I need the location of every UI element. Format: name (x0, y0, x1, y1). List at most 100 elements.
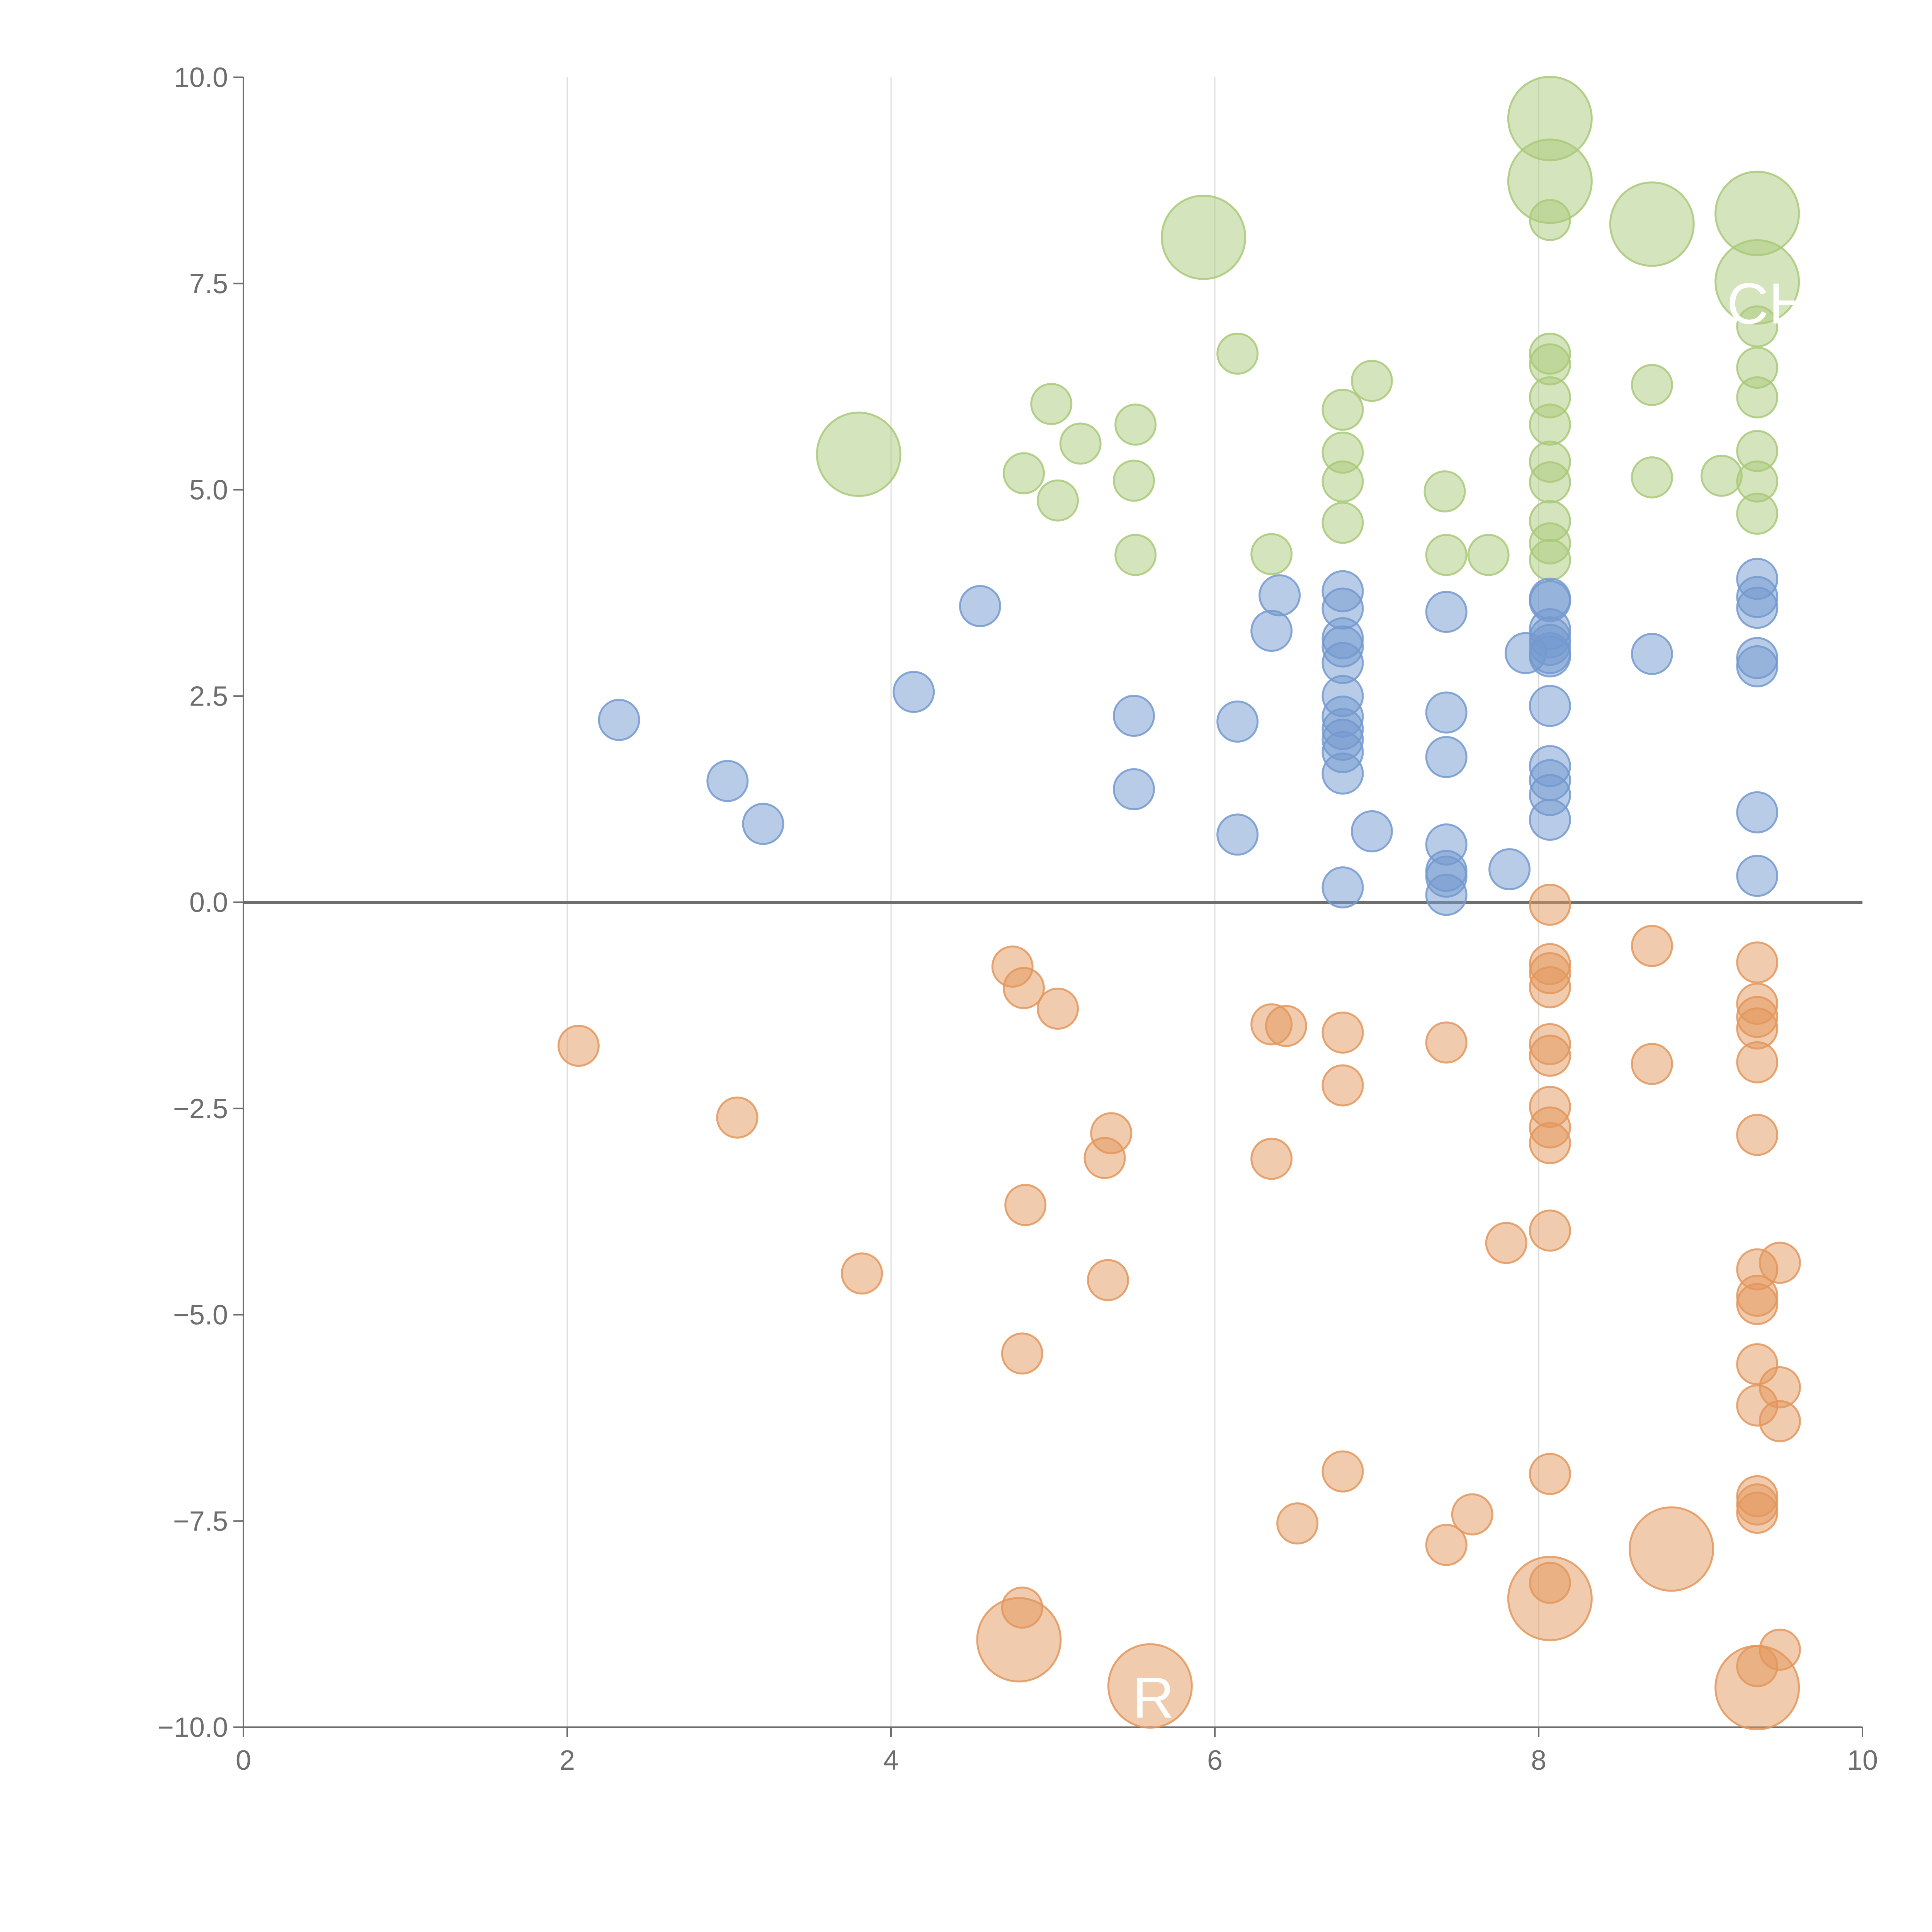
axis-layer: 10.0 7.5 5.0 2.5 0.0 −2.5 −5.0 −7.5 −10.0 0 2 4 6 8 10 (158, 62, 1878, 1776)
scatter-point (716, 1096, 759, 1139)
scatter-point (1003, 967, 1045, 1009)
scatter-point (1736, 376, 1779, 418)
scatter-point (1216, 700, 1259, 743)
scatter-point (557, 1024, 600, 1067)
scatter-point (1350, 810, 1393, 852)
scatter-point (1759, 1400, 1801, 1442)
scatter-point (976, 1597, 1062, 1683)
y-tick-label: 2.5 (189, 681, 228, 712)
y-tick-label: −5.0 (173, 1300, 228, 1331)
scatter-point (1425, 691, 1468, 734)
scatter-point (1631, 633, 1673, 675)
scatter-point (1529, 1034, 1571, 1077)
scatter-point (1107, 1643, 1193, 1729)
scatter-point (1467, 534, 1510, 576)
scatter-point (1321, 460, 1364, 503)
y-tick-label: 10.0 (174, 62, 228, 93)
x-tick-label: 10 (1847, 1745, 1878, 1776)
scatter-point (1001, 1332, 1043, 1375)
y-tick-label: 7.5 (189, 269, 228, 299)
scatter-point (1114, 534, 1157, 576)
scatter-point (1488, 848, 1531, 891)
scatter-point (1736, 1492, 1779, 1534)
y-tick-label: −2.5 (173, 1094, 228, 1124)
scatter-point (816, 412, 901, 497)
scatter-point (1321, 1064, 1364, 1107)
scatter-point (1216, 813, 1259, 856)
scatter-point (1529, 799, 1571, 841)
scatter-point (1714, 1645, 1800, 1731)
scatter-point (1485, 1222, 1527, 1264)
scatter-point (1037, 479, 1079, 522)
scatter-point (1425, 1524, 1468, 1566)
scatter-point (959, 585, 1001, 628)
y-tick-label: 0.0 (189, 887, 228, 918)
point-text-label: CHD (1727, 271, 1852, 336)
x-tick-label: 8 (1531, 1745, 1546, 1776)
scatter-point (1736, 1114, 1779, 1156)
scatter-point (1004, 1184, 1047, 1226)
scatter-point (1529, 635, 1571, 678)
scatter-point (1736, 855, 1779, 897)
y-tick-label: −7.5 (173, 1506, 228, 1537)
scatter-point (1714, 239, 1800, 325)
scatter-point (1350, 360, 1393, 402)
scatter-point (1529, 461, 1571, 503)
scatter-point (1250, 533, 1293, 575)
scatter-point (1736, 791, 1779, 833)
scatter-point (1083, 1137, 1126, 1179)
scatter-point (1631, 1043, 1673, 1085)
scatter-point (1216, 332, 1259, 375)
scatter-point (1425, 590, 1468, 633)
scatter-point (1030, 383, 1073, 425)
scatter-point (1631, 364, 1673, 406)
scatter-point (1529, 539, 1571, 581)
scatter-point (1321, 388, 1364, 431)
scatter-point (1451, 1493, 1493, 1536)
scatter-point (1321, 1450, 1364, 1493)
point-labels-layer: R CHD (1133, 271, 1852, 1730)
scatter-point (1114, 403, 1157, 446)
scatter-point (1529, 1453, 1571, 1495)
scatter-point (1507, 1556, 1593, 1641)
scatter-point (1003, 452, 1045, 495)
scatter-point (1609, 181, 1695, 267)
scatter-point (1250, 1138, 1293, 1180)
scatter-point (1113, 694, 1155, 737)
scatter-point (1087, 1259, 1129, 1301)
scatter-point (1529, 1122, 1571, 1164)
scatter-point (1037, 987, 1079, 1030)
scatter-point (1321, 1011, 1364, 1054)
scatter-point (742, 803, 784, 845)
scatter-point (1113, 459, 1155, 502)
scatter-point (1259, 574, 1301, 617)
scatter-point (1425, 874, 1468, 916)
scatter-point (1529, 883, 1571, 926)
scatter-point (841, 1252, 883, 1295)
scatter-point (1629, 1506, 1714, 1592)
scatter-point (1113, 768, 1155, 811)
scatter-point (1736, 941, 1779, 984)
scatter-point (1736, 1283, 1779, 1325)
scatter-point (706, 760, 749, 802)
x-tick-label: 6 (1207, 1745, 1223, 1776)
scatter-point (1321, 866, 1364, 909)
scatter-point (1321, 502, 1364, 544)
x-tick-label: 2 (560, 1745, 575, 1776)
scatter-point (1425, 736, 1468, 778)
scatter-point (1265, 1005, 1307, 1047)
scatter-point (1529, 685, 1571, 727)
scatter-point (1423, 470, 1466, 513)
points-layer (557, 76, 1801, 1731)
scatter-point (1736, 492, 1779, 535)
x-tick-label: 0 (236, 1745, 251, 1776)
scatter-point (1736, 645, 1779, 687)
scatter-point (893, 671, 935, 713)
x-tick-label: 4 (883, 1745, 899, 1776)
scatter-point (1529, 403, 1571, 446)
scatter-point (1425, 1021, 1468, 1064)
scatter-point (1736, 587, 1779, 629)
scatter-point (1529, 966, 1571, 1009)
